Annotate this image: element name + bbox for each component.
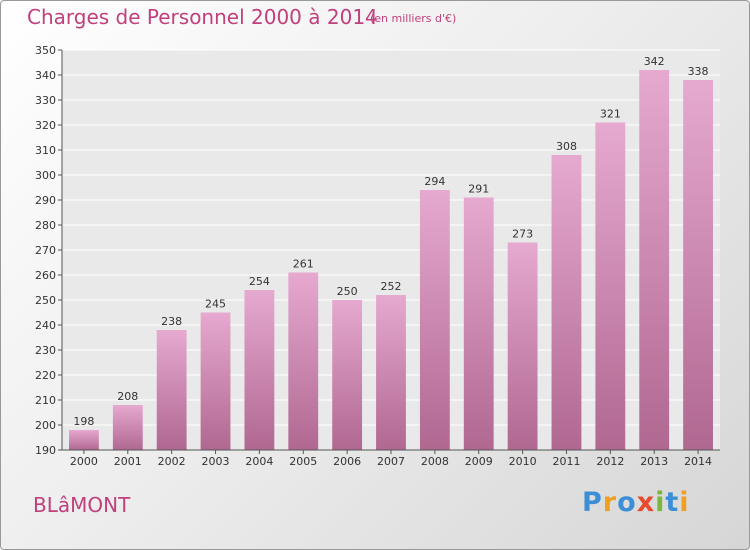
bar bbox=[244, 290, 275, 450]
data-label: 254 bbox=[249, 275, 270, 288]
data-label: 294 bbox=[424, 175, 445, 188]
logo-letter: t bbox=[665, 487, 680, 518]
x-tick-label: 2011 bbox=[552, 455, 580, 468]
logo-letter: x bbox=[636, 487, 656, 518]
y-tick-label: 210 bbox=[35, 394, 56, 407]
y-tick-label: 190 bbox=[35, 444, 56, 457]
bar bbox=[200, 312, 231, 450]
bar bbox=[683, 80, 713, 450]
bar bbox=[332, 300, 363, 450]
bar bbox=[463, 197, 494, 450]
logo-letter: i bbox=[655, 487, 666, 518]
data-label: 338 bbox=[688, 65, 709, 78]
x-tick-label: 2009 bbox=[465, 455, 493, 468]
data-label: 291 bbox=[468, 183, 489, 196]
y-tick-label: 260 bbox=[35, 269, 56, 282]
chart-title: Charges de Personnel 2000 à 2014 bbox=[27, 5, 378, 29]
data-label: 252 bbox=[381, 280, 402, 293]
data-label: 321 bbox=[600, 108, 621, 121]
y-tick-label: 290 bbox=[35, 194, 56, 207]
bar bbox=[551, 155, 582, 450]
y-tick-label: 300 bbox=[35, 169, 56, 182]
x-tick-label: 2012 bbox=[596, 455, 624, 468]
bar bbox=[376, 295, 406, 450]
data-label: 208 bbox=[117, 390, 138, 403]
y-tick-label: 340 bbox=[35, 69, 56, 82]
data-label: 250 bbox=[337, 285, 358, 298]
x-tick-label: 2005 bbox=[289, 455, 317, 468]
bar bbox=[69, 430, 99, 450]
x-tick-label: 2003 bbox=[202, 455, 230, 468]
data-label: 273 bbox=[512, 228, 533, 241]
y-tick-label: 330 bbox=[35, 94, 56, 107]
logo-letter: P bbox=[582, 487, 603, 518]
y-tick-label: 240 bbox=[35, 319, 56, 332]
y-tick-label: 230 bbox=[35, 344, 56, 357]
y-tick-label: 350 bbox=[35, 44, 56, 57]
bar bbox=[288, 272, 319, 450]
logo-letter: o bbox=[617, 487, 637, 518]
x-tick-label: 2007 bbox=[377, 455, 405, 468]
y-tick-label: 220 bbox=[35, 369, 56, 382]
y-tick-label: 200 bbox=[35, 419, 56, 432]
x-tick-label: 2000 bbox=[70, 455, 98, 468]
data-label: 198 bbox=[73, 415, 94, 428]
x-tick-label: 2001 bbox=[114, 455, 142, 468]
logo-letter: r bbox=[602, 487, 618, 518]
y-tick-label: 310 bbox=[35, 144, 56, 157]
data-label: 342 bbox=[644, 55, 665, 68]
x-tick-label: 2010 bbox=[509, 455, 537, 468]
x-tick-label: 2008 bbox=[421, 455, 449, 468]
y-tick-label: 270 bbox=[35, 244, 56, 257]
bar bbox=[595, 122, 626, 450]
bar bbox=[156, 330, 187, 450]
y-tick-label: 250 bbox=[35, 294, 56, 307]
city-name: BLâMONT bbox=[33, 493, 131, 517]
y-tick-label: 280 bbox=[35, 219, 56, 232]
x-tick-label: 2014 bbox=[684, 455, 712, 468]
bar bbox=[639, 70, 670, 450]
bar bbox=[112, 405, 143, 450]
data-label: 261 bbox=[293, 258, 314, 271]
data-label: 308 bbox=[556, 140, 577, 153]
logo-letter: i bbox=[679, 487, 690, 518]
bar bbox=[507, 242, 538, 450]
data-label: 238 bbox=[161, 315, 182, 328]
y-tick-label: 320 bbox=[35, 119, 56, 132]
x-tick-label: 2002 bbox=[158, 455, 186, 468]
chart-subtitle: (en milliers d'€) bbox=[370, 12, 457, 25]
x-tick-label: 2004 bbox=[245, 455, 273, 468]
bar bbox=[419, 190, 450, 450]
proxiti-logo: Proxiti bbox=[582, 487, 690, 518]
data-label: 245 bbox=[205, 298, 226, 311]
x-tick-label: 2006 bbox=[333, 455, 361, 468]
x-tick-label: 2013 bbox=[640, 455, 668, 468]
